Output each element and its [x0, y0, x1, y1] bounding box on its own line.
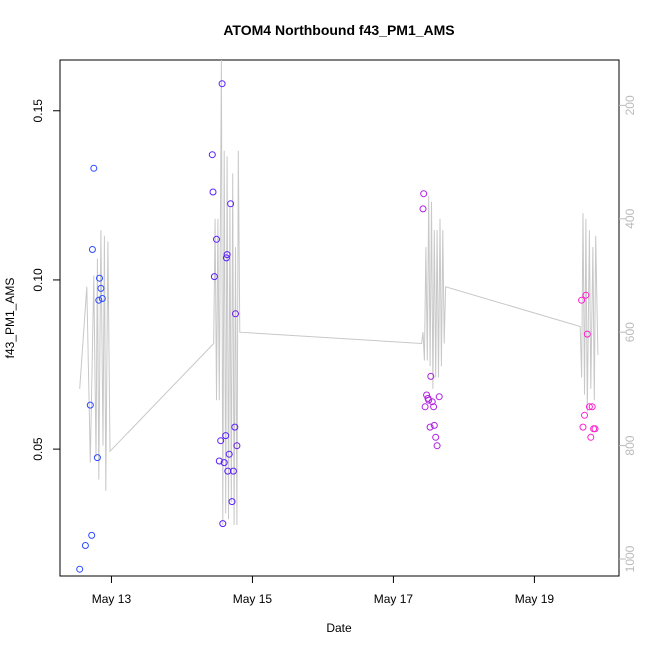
data-point — [428, 398, 436, 406]
data-point — [86, 401, 94, 409]
x-tick-label: May 15 — [233, 592, 273, 606]
data-point — [591, 425, 599, 433]
data-point — [432, 433, 440, 441]
data-point — [233, 442, 241, 450]
data-point — [427, 372, 435, 380]
data-point — [208, 151, 216, 159]
data-point — [90, 164, 98, 172]
data-point — [425, 396, 433, 404]
plot-frame — [59, 59, 620, 577]
data-point — [88, 246, 96, 253]
data-point — [209, 188, 217, 196]
data-point — [220, 459, 228, 467]
data-point — [98, 295, 106, 302]
data-point — [583, 330, 591, 338]
data-point — [218, 80, 226, 88]
data-point — [231, 423, 239, 431]
data-point — [433, 442, 441, 450]
data-point — [222, 432, 230, 440]
data-point — [435, 393, 443, 401]
y-axis-left: 0.05 0.10 0.15 — [31, 99, 60, 461]
data-point — [232, 310, 239, 318]
data-point — [210, 273, 218, 281]
y2-tick-label: 600 — [623, 322, 637, 342]
data-point — [95, 296, 103, 304]
data-point — [223, 251, 231, 259]
data-point — [581, 411, 588, 419]
y-tick-label: 0.05 — [31, 437, 45, 461]
x-axis: May 13 May 15 May 17 May 19 — [92, 576, 555, 606]
data-point — [81, 542, 89, 549]
data-point — [227, 200, 235, 208]
x-tick-label: May 19 — [515, 592, 555, 606]
data-point — [97, 284, 105, 292]
data-point — [421, 403, 429, 411]
data-point — [219, 520, 227, 528]
data-point — [217, 437, 225, 445]
x-tick-label: May 13 — [92, 592, 132, 606]
data-point — [578, 296, 586, 304]
y2-tick-label: 1000 — [623, 545, 637, 572]
data-point — [582, 291, 590, 299]
y2-tick-label: 800 — [623, 435, 637, 455]
data-point — [420, 190, 428, 198]
altitude-line — [79, 59, 599, 526]
data-point — [430, 421, 438, 429]
y-axis-right: 200 400 600 800 1000 — [619, 95, 637, 572]
data-point — [588, 403, 596, 411]
data-point — [215, 457, 223, 465]
data-point — [579, 423, 587, 431]
y-tick-label: 0.10 — [31, 268, 45, 292]
data-point — [222, 254, 230, 262]
y-tick-label: 0.15 — [31, 99, 45, 123]
y2-tick-label: 200 — [623, 95, 637, 115]
data-point — [229, 467, 237, 475]
y-axis-label: f43_PM1_AMS — [3, 278, 17, 359]
data-point — [93, 454, 101, 462]
data-point — [426, 423, 434, 431]
data-point — [430, 403, 438, 411]
data-point — [228, 498, 236, 506]
data-point — [225, 450, 233, 458]
data-point — [585, 403, 593, 411]
data-point — [76, 565, 84, 573]
y2-tick-label: 400 — [623, 208, 637, 228]
chart-title: ATOM4 Northbound f43_PM1_AMS — [223, 22, 454, 38]
x-tick-label: May 17 — [374, 592, 414, 606]
data-point — [587, 433, 595, 441]
points-layer — [76, 80, 599, 573]
data-point — [419, 205, 427, 213]
x-axis-label: Date — [326, 621, 352, 635]
data-point — [88, 531, 96, 539]
altitude-line-layer — [79, 59, 599, 526]
data-point — [213, 235, 220, 243]
data-point — [96, 274, 103, 282]
